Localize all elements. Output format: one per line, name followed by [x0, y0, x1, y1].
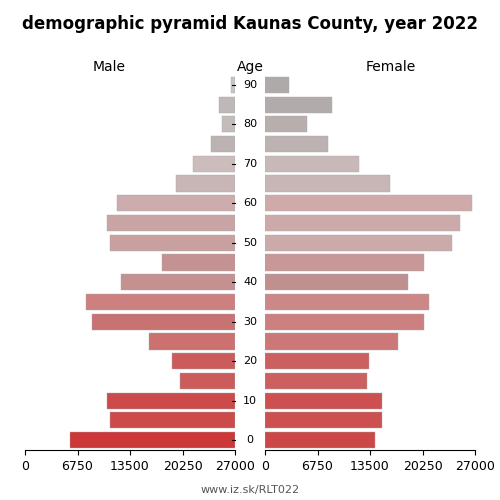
Text: 40: 40 — [243, 277, 257, 287]
Bar — [265, 116, 307, 132]
Bar — [265, 215, 460, 231]
Bar — [222, 116, 235, 132]
Bar — [265, 176, 390, 192]
Text: 50: 50 — [243, 238, 257, 248]
Text: demographic pyramid Kaunas County, year 2022: demographic pyramid Kaunas County, year … — [22, 15, 478, 33]
Text: Age: Age — [236, 60, 264, 74]
Bar — [122, 274, 235, 290]
Text: Female: Female — [366, 60, 416, 74]
Bar — [110, 234, 235, 251]
Bar — [265, 156, 359, 172]
Bar — [70, 432, 235, 448]
Bar — [176, 176, 235, 192]
Bar — [265, 412, 382, 428]
Bar — [265, 77, 289, 93]
Bar — [265, 234, 452, 251]
Bar — [110, 412, 235, 428]
Bar — [265, 294, 429, 310]
Text: 70: 70 — [243, 159, 257, 169]
Bar — [265, 96, 332, 112]
Bar — [108, 392, 235, 409]
Bar — [231, 77, 235, 93]
Text: Male: Male — [92, 60, 126, 74]
Bar — [265, 254, 424, 270]
Bar — [265, 136, 328, 152]
Text: 30: 30 — [243, 316, 257, 326]
Bar — [265, 314, 424, 330]
Bar — [172, 353, 235, 370]
Text: 0: 0 — [246, 435, 254, 445]
Bar — [218, 96, 235, 112]
Bar — [180, 373, 235, 389]
Bar — [265, 373, 367, 389]
Bar — [108, 215, 235, 231]
Bar — [193, 156, 235, 172]
Text: 20: 20 — [243, 356, 257, 366]
Bar — [265, 195, 472, 212]
Text: 10: 10 — [243, 396, 257, 406]
Bar — [117, 195, 235, 212]
Text: 90: 90 — [243, 80, 257, 90]
Bar — [265, 334, 398, 349]
Bar — [86, 294, 235, 310]
Bar — [162, 254, 235, 270]
Bar — [265, 353, 369, 370]
Text: 80: 80 — [243, 120, 257, 130]
Text: www.iz.sk/RLT022: www.iz.sk/RLT022 — [200, 485, 300, 495]
Bar — [92, 314, 235, 330]
Text: 60: 60 — [243, 198, 257, 208]
Bar — [265, 274, 408, 290]
Bar — [265, 432, 374, 448]
Bar — [148, 334, 235, 349]
Bar — [265, 392, 382, 409]
Bar — [211, 136, 235, 152]
